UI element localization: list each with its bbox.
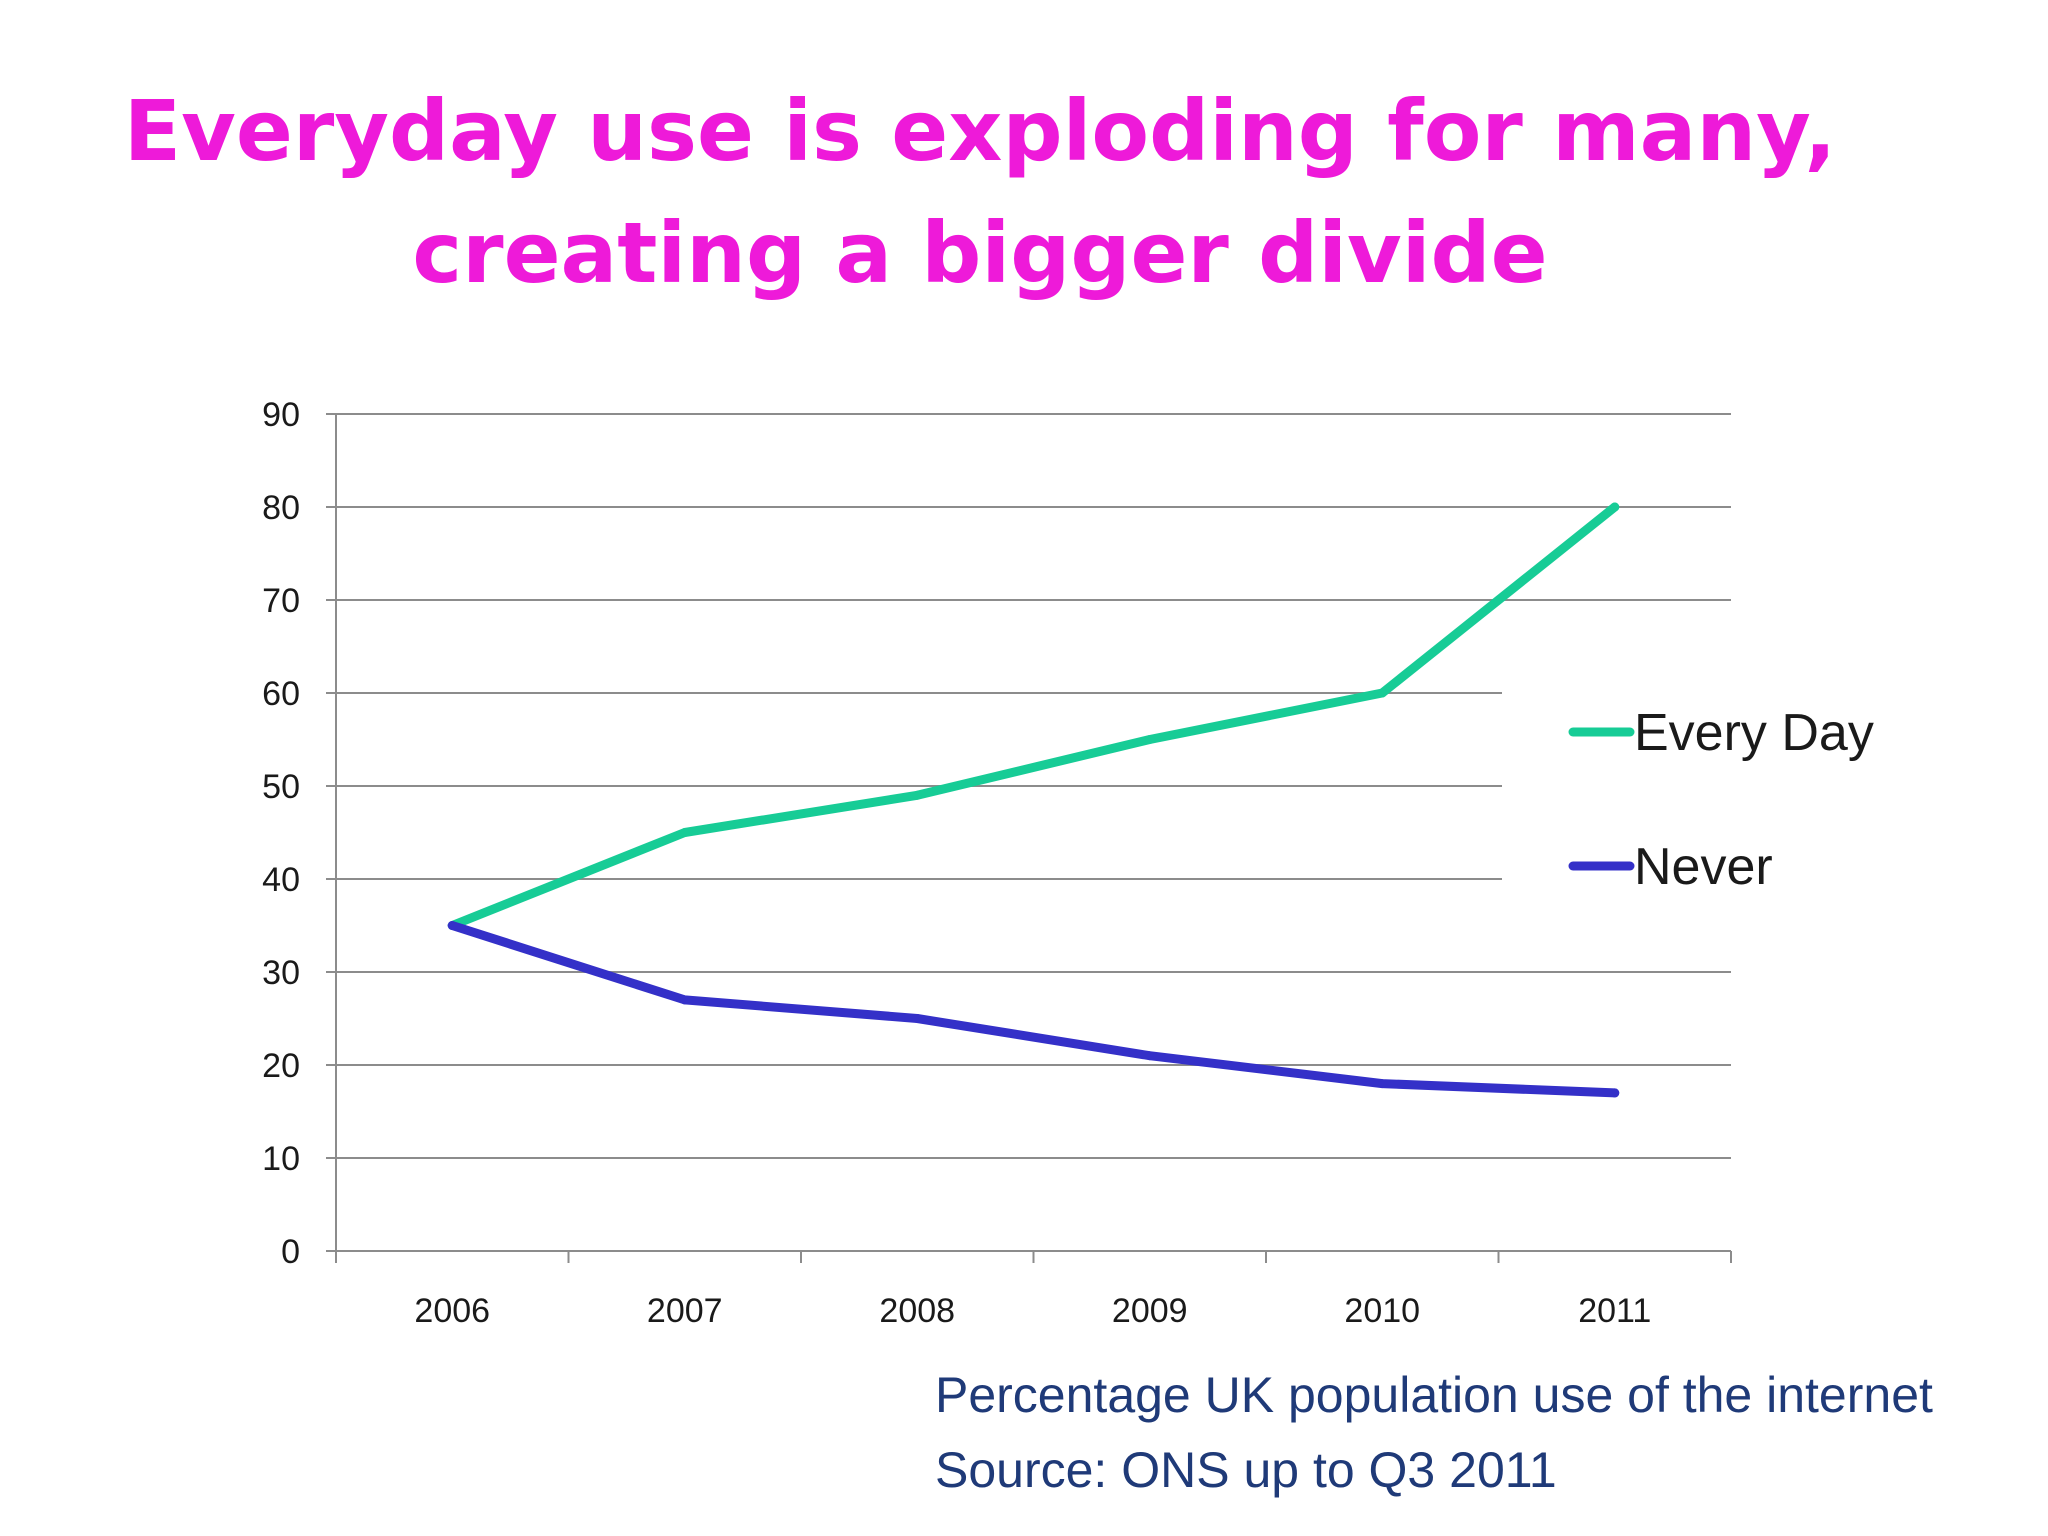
x-tick-label-2006: 2006	[414, 1292, 490, 1330]
y-tick-label-0: 0	[281, 1233, 300, 1271]
title-line-1: Everyday use is exploding for many,	[123, 82, 1837, 180]
data-point-never-2008	[912, 1014, 922, 1023]
x-tick-label-2010: 2010	[1344, 1292, 1420, 1330]
y-tick-label-50: 50	[262, 768, 300, 806]
y-tick-label-20: 20	[262, 1047, 300, 1085]
data-point-every-day-2011	[1610, 502, 1620, 512]
x-tick-labels: 2006 2007 2008 2009 2010 2011	[414, 1292, 1651, 1330]
y-tick-label-10: 10	[262, 1140, 300, 1178]
x-tick-label-2008: 2008	[879, 1292, 955, 1330]
data-point-never-2010	[1377, 1079, 1387, 1089]
data-point-every-day-2008	[912, 790, 922, 800]
caption-description: Percentage UK population use of the inte…	[935, 1367, 1933, 1423]
x-tick-label-2009: 2009	[1112, 1292, 1188, 1330]
legend-label-never: Never	[1634, 838, 1773, 896]
data-point-every-day-2007	[680, 828, 690, 837]
y-tick-label-60: 60	[262, 675, 300, 713]
y-tick-label-80: 80	[262, 489, 300, 527]
y-tick-labels: 0 10 20 30 40 50 60 70 80 90	[262, 396, 300, 1271]
y-tick-label-30: 30	[262, 954, 300, 992]
caption-source: Source: ONS up to Q3 2011	[935, 1442, 1557, 1498]
title-line-2: creating a bigger divide	[412, 204, 1548, 302]
data-point-every-day-2009	[1145, 735, 1155, 744]
caption: Percentage UK population use of the inte…	[935, 1358, 1933, 1508]
legend: Every Day Never	[1568, 704, 1874, 896]
data-point-never-2007	[680, 995, 690, 1005]
series-line-never	[447, 921, 1620, 1098]
x-tick-label-2007: 2007	[647, 1292, 723, 1330]
slide-title: Everyday use is exploding for many, crea…	[0, 70, 1960, 314]
axes	[326, 413, 1732, 1263]
data-point-never-2011	[1610, 1088, 1620, 1098]
x-tick-label-2011: 2011	[1578, 1292, 1651, 1330]
series-line-every-day	[447, 502, 1620, 930]
series-lines	[447, 502, 1620, 1098]
gridlines	[336, 413, 1731, 1159]
data-point-never-2009	[1145, 1051, 1155, 1061]
legend-label-every-day: Every Day	[1634, 704, 1874, 762]
y-tick-label-70: 70	[262, 582, 300, 620]
y-tick-label-90: 90	[262, 396, 300, 434]
y-tick-label-40: 40	[262, 861, 300, 899]
data-point-never-2006	[447, 921, 457, 930]
data-point-every-day-2010	[1377, 688, 1387, 698]
